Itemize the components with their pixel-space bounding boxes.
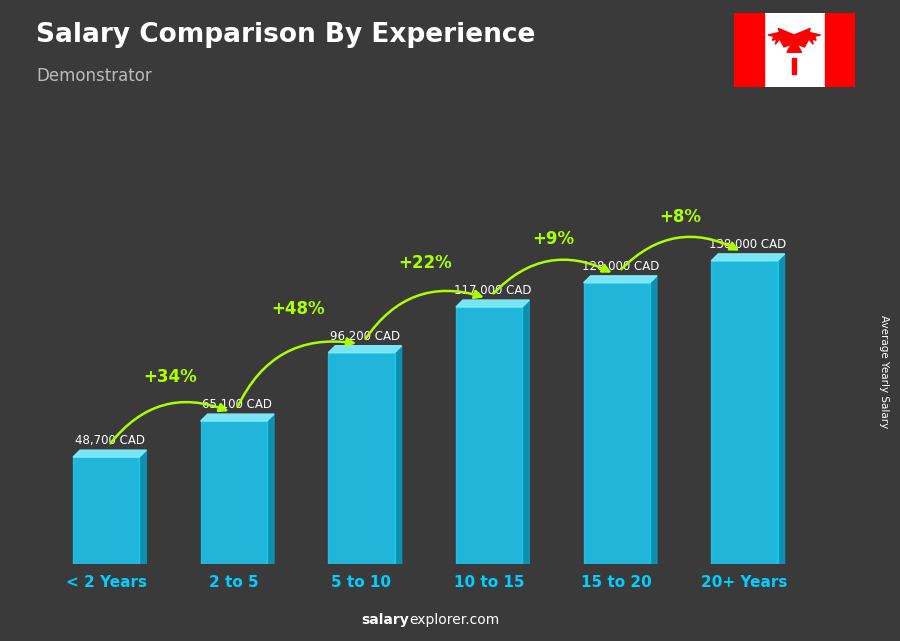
Polygon shape: [522, 300, 529, 564]
Text: +8%: +8%: [660, 208, 702, 226]
Polygon shape: [201, 414, 274, 421]
Polygon shape: [768, 28, 821, 53]
Text: explorer.com: explorer.com: [410, 613, 500, 628]
Text: 138,000 CAD: 138,000 CAD: [709, 238, 787, 251]
Text: 48,700 CAD: 48,700 CAD: [75, 434, 145, 447]
Bar: [734, 13, 764, 87]
Text: 117,000 CAD: 117,000 CAD: [454, 284, 531, 297]
Bar: [73, 457, 140, 564]
Polygon shape: [778, 254, 785, 564]
Text: Demonstrator: Demonstrator: [36, 67, 152, 85]
Text: +48%: +48%: [271, 300, 325, 318]
Text: salary: salary: [362, 613, 410, 628]
Bar: [711, 261, 778, 564]
Text: 128,000 CAD: 128,000 CAD: [581, 260, 659, 273]
Bar: [456, 307, 522, 564]
Polygon shape: [328, 345, 401, 353]
Bar: [824, 13, 855, 87]
Text: +34%: +34%: [143, 369, 197, 387]
Polygon shape: [267, 414, 274, 564]
Bar: [328, 353, 395, 564]
Polygon shape: [140, 450, 147, 564]
Text: 65,100 CAD: 65,100 CAD: [202, 398, 273, 411]
Text: +22%: +22%: [399, 254, 452, 272]
Bar: [792, 58, 796, 74]
Text: 96,200 CAD: 96,200 CAD: [330, 329, 400, 343]
Text: Salary Comparison By Experience: Salary Comparison By Experience: [36, 22, 536, 49]
Polygon shape: [73, 450, 147, 457]
Polygon shape: [456, 300, 529, 307]
Text: Average Yearly Salary: Average Yearly Salary: [878, 315, 889, 428]
Polygon shape: [395, 345, 401, 564]
Polygon shape: [650, 276, 657, 564]
Polygon shape: [583, 276, 657, 283]
Text: +9%: +9%: [532, 230, 574, 248]
Bar: [583, 283, 650, 564]
Bar: [201, 421, 267, 564]
Polygon shape: [711, 254, 785, 261]
